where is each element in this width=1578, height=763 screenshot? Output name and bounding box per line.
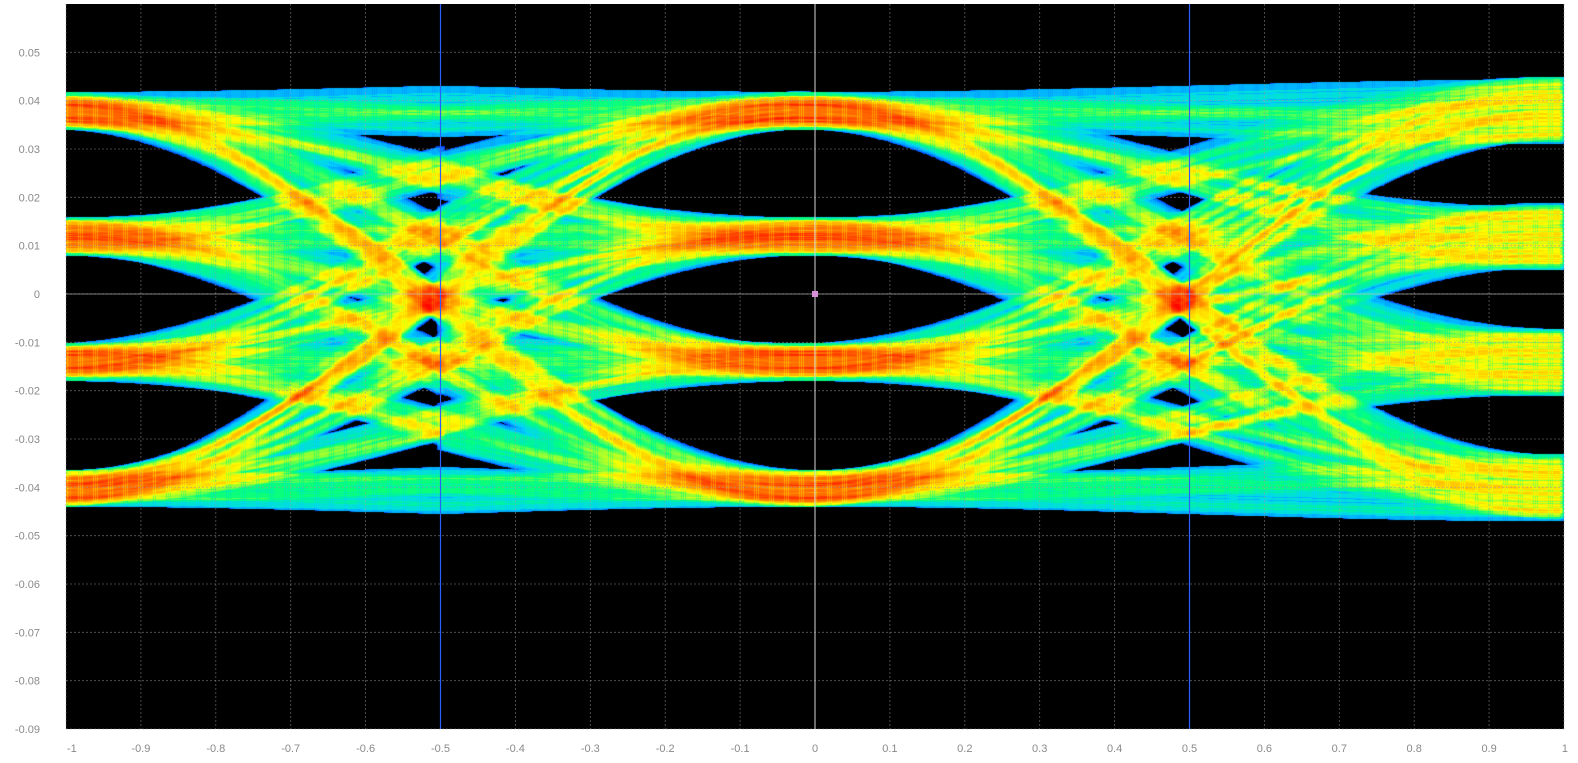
y-tick-label: -0.09 xyxy=(15,724,40,736)
x-tick-label: -0.9 xyxy=(131,743,150,755)
x-tick-label: 0.5 xyxy=(1182,743,1197,755)
x-tick-label: -0.4 xyxy=(506,743,525,755)
y-tick-label: 0.01 xyxy=(19,241,40,253)
y-tick-label: -0.05 xyxy=(15,531,40,543)
y-tick-label: 0 xyxy=(34,289,40,301)
y-tick-label: -0.07 xyxy=(15,627,40,639)
y-tick-label: -0.06 xyxy=(15,579,40,591)
y-tick-label: -0.02 xyxy=(15,386,40,398)
x-tick-label: 0.6 xyxy=(1257,743,1272,755)
x-tick-label: 0.9 xyxy=(1481,743,1496,755)
crosshair-cursor xyxy=(66,4,1564,729)
y-tick-label: 0.02 xyxy=(19,192,40,204)
y-tick-label: 0.05 xyxy=(19,47,40,59)
x-tick-label: -0.8 xyxy=(206,743,225,755)
y-tick-label: -0.04 xyxy=(15,482,40,494)
x-tick-label: -0.7 xyxy=(281,743,300,755)
x-tick-label: 0.2 xyxy=(957,743,972,755)
x-tick-label: 0.8 xyxy=(1407,743,1422,755)
x-tick-label: 0.1 xyxy=(882,743,897,755)
x-tick-label: -0.3 xyxy=(581,743,600,755)
segment-boundaries xyxy=(439,4,1191,729)
x-tick-label: -1 xyxy=(67,743,77,755)
x-tick-label: 0.3 xyxy=(1032,743,1047,755)
y-axis-ticks: 0.05 0.04 0.03 0.02 0.01 0 -0.01 -0.02 -0.03 -0.0… xyxy=(15,47,40,736)
x-tick-label: -0.2 xyxy=(656,743,675,755)
x-tick-label: 0.4 xyxy=(1107,743,1122,755)
y-tick-label: -0.01 xyxy=(15,337,40,349)
x-tick-label: -0.1 xyxy=(731,743,750,755)
y-tick-label: -0.08 xyxy=(15,676,40,688)
x-axis-ticks: -1 -0.9 -0.8 -0.7 -0.6 -0.5 -0.4 -0.3 -0.2 -0.1 0 0… xyxy=(67,743,1568,755)
x-tick-label: -0.5 xyxy=(431,743,450,755)
y-tick-label: 0.03 xyxy=(19,144,40,156)
x-tick-label: 0 xyxy=(812,743,818,755)
x-tick-label: 1 xyxy=(1562,743,1568,755)
x-tick-label: -0.6 xyxy=(356,743,375,755)
x-tick-label: 0.7 xyxy=(1332,743,1347,755)
cursor-marker[interactable] xyxy=(812,291,818,297)
y-tick-label: -0.03 xyxy=(15,434,40,446)
y-tick-label: 0.04 xyxy=(19,96,40,108)
